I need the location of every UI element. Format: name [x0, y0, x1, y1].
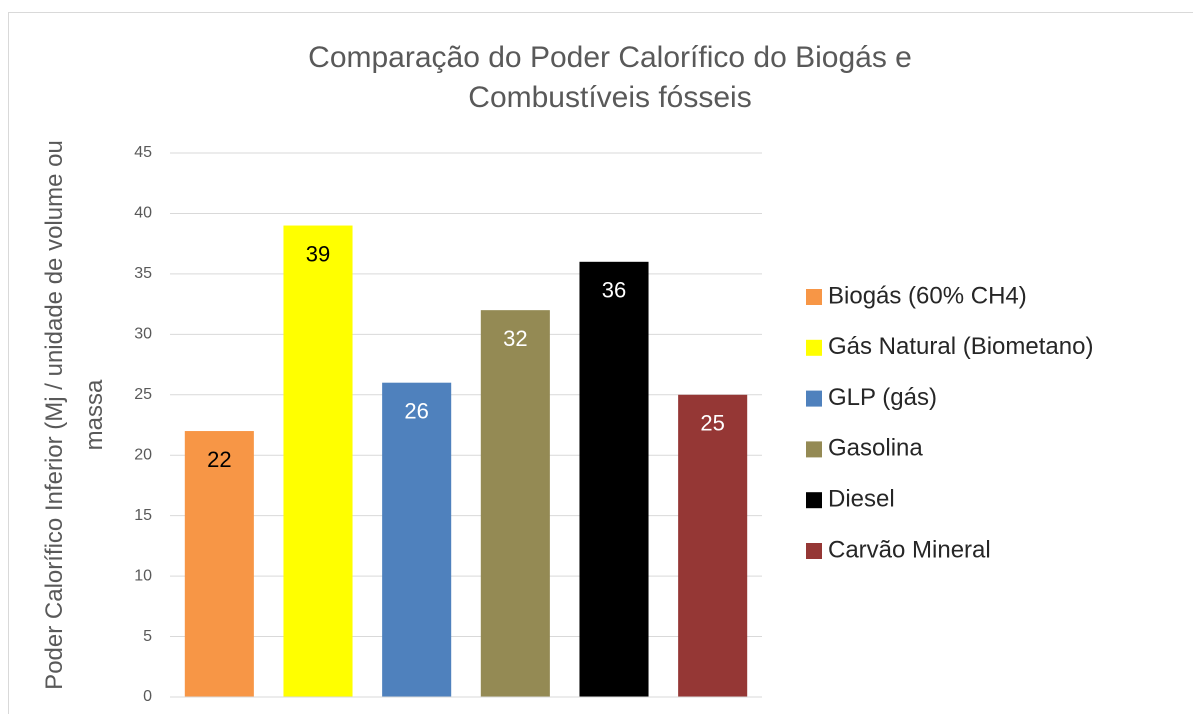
legend-label: Diesel: [828, 486, 895, 513]
y-tick-label: 0: [143, 688, 152, 705]
legend-swatch: [806, 492, 822, 509]
y-tick-label: 15: [134, 507, 152, 524]
bar: [184, 431, 254, 697]
bar: [382, 382, 452, 697]
legend-swatch: [806, 441, 822, 458]
y-tick-label: 5: [143, 628, 152, 645]
bar: [579, 261, 649, 697]
chart-title: Comparação do Poder Calorífico do Biogás…: [308, 41, 912, 114]
data-label: 32: [503, 326, 527, 351]
y-tick-label: 35: [134, 265, 152, 282]
legend-swatch: [806, 390, 822, 407]
data-label: 26: [404, 399, 428, 424]
legend-swatch: [806, 543, 822, 559]
y-tick-label: 40: [134, 205, 152, 222]
data-label: 39: [306, 241, 330, 266]
y-tick-label: 45: [134, 144, 152, 161]
legend-swatch: [806, 289, 822, 305]
legend-swatch: [806, 339, 822, 356]
y-tick-label: 10: [134, 567, 152, 584]
bar: [678, 394, 748, 697]
bar: [480, 310, 550, 697]
y-tick-label: 20: [134, 446, 152, 463]
data-label: 36: [602, 278, 626, 303]
data-label: 22: [207, 447, 231, 472]
data-label: 25: [700, 411, 724, 436]
y-tick-label: 25: [134, 386, 152, 403]
legend-label: Carvão Mineral: [828, 536, 991, 563]
bar: [283, 225, 353, 698]
legend-label: Biogás (60% CH4): [828, 282, 1027, 309]
legend-label: Gás Natural (Biometano): [828, 333, 1093, 360]
legend-label: GLP (gás): [828, 384, 937, 411]
y-tick-label: 30: [134, 326, 152, 343]
chart-frame: [8, 12, 1193, 714]
legend-label: Gasolina: [828, 435, 923, 462]
